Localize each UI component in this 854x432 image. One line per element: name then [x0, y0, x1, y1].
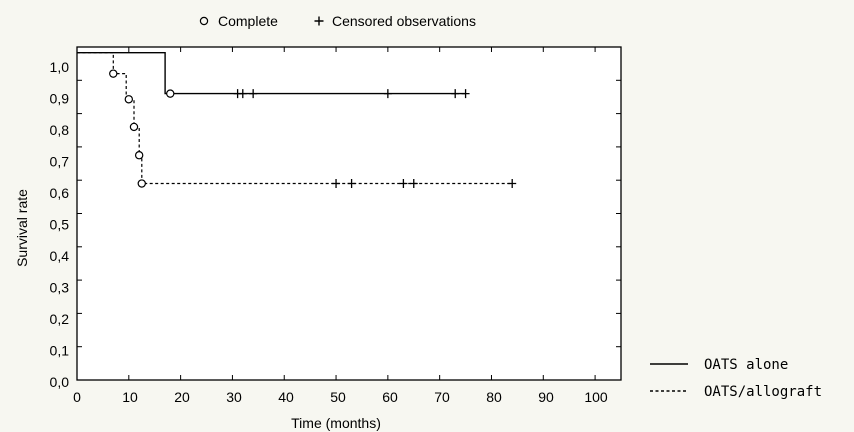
complete-marker: [124, 95, 134, 104]
x-tick-label: 30: [226, 389, 242, 405]
legend-censored-label: Censored observations: [332, 13, 476, 29]
x-tick-label: 50: [330, 389, 346, 405]
censored-marker: [399, 179, 408, 189]
x-tick-label: 100: [584, 389, 608, 405]
complete-marker: [137, 179, 146, 188]
y-tick-label: 0,9: [50, 91, 70, 107]
series-line-oats-alone: [77, 52, 466, 95]
y-tick-labels: 0,0 0,1 0,2 0,3 0,4 0,5 0,6 0,7 0,8 0,9 …: [50, 59, 70, 390]
legend-censored-marker: [314, 16, 324, 26]
y-tick-label: 0,5: [50, 217, 70, 233]
censored-marker: [383, 89, 392, 99]
y-axis-label: Survival rate: [14, 189, 30, 267]
x-tick-label: 20: [174, 389, 190, 405]
complete-marker: [166, 89, 175, 98]
y-tick-label: 0,7: [50, 154, 70, 170]
x-tick-label: 90: [538, 389, 554, 405]
series-layer: [77, 52, 517, 189]
x-axis-label: Time (months): [291, 415, 381, 431]
plot-area: [76, 46, 622, 381]
censored-marker: [461, 89, 470, 99]
complete-marker: [129, 122, 139, 132]
censored-marker: [409, 179, 418, 189]
series-line-oats-allograft: [77, 52, 513, 185]
x-tick-labels: 0 10 20 30 40 50 60 70 80 90 100: [73, 389, 608, 405]
legend-oats-allograft-label: OATS/allograft: [704, 384, 822, 400]
complete-marker: [134, 151, 144, 160]
x-tick-label: 40: [278, 389, 294, 405]
legend-oats-alone-label: OATS alone: [704, 357, 788, 373]
tick-marks: [76, 46, 621, 381]
censored-marker: [238, 89, 247, 99]
y-tick-label: 1,0: [50, 59, 70, 75]
y-tick-label: 0,2: [50, 311, 70, 327]
series-oats-alone: [77, 52, 470, 99]
censored-marker: [508, 179, 517, 189]
x-tick-label: 70: [434, 389, 450, 405]
censored-marker: [347, 179, 356, 189]
complete-marker: [109, 69, 118, 78]
series-oats-allograft: [77, 52, 517, 189]
censored-marker: [249, 89, 258, 99]
y-tick-label: 0,0: [50, 374, 70, 390]
y-tick-label: 0,3: [50, 280, 70, 296]
legend-complete-label: Complete: [218, 13, 278, 29]
censored-marker: [332, 179, 341, 189]
marker-legend: Complete Censored observations: [199, 13, 476, 29]
y-tick-label: 0,8: [50, 122, 70, 138]
x-tick-label: 60: [382, 389, 398, 405]
y-tick-label: 0,6: [50, 185, 70, 201]
x-tick-label: 10: [122, 389, 138, 405]
series-legend: OATS alone OATS/allograft: [650, 357, 822, 400]
legend-complete-marker: [199, 16, 209, 26]
y-tick-label: 0,4: [50, 248, 70, 264]
x-tick-label: 0: [73, 389, 81, 405]
x-tick-label: 80: [486, 389, 502, 405]
censored-marker: [451, 89, 460, 99]
y-tick-label: 0,1: [50, 343, 70, 359]
